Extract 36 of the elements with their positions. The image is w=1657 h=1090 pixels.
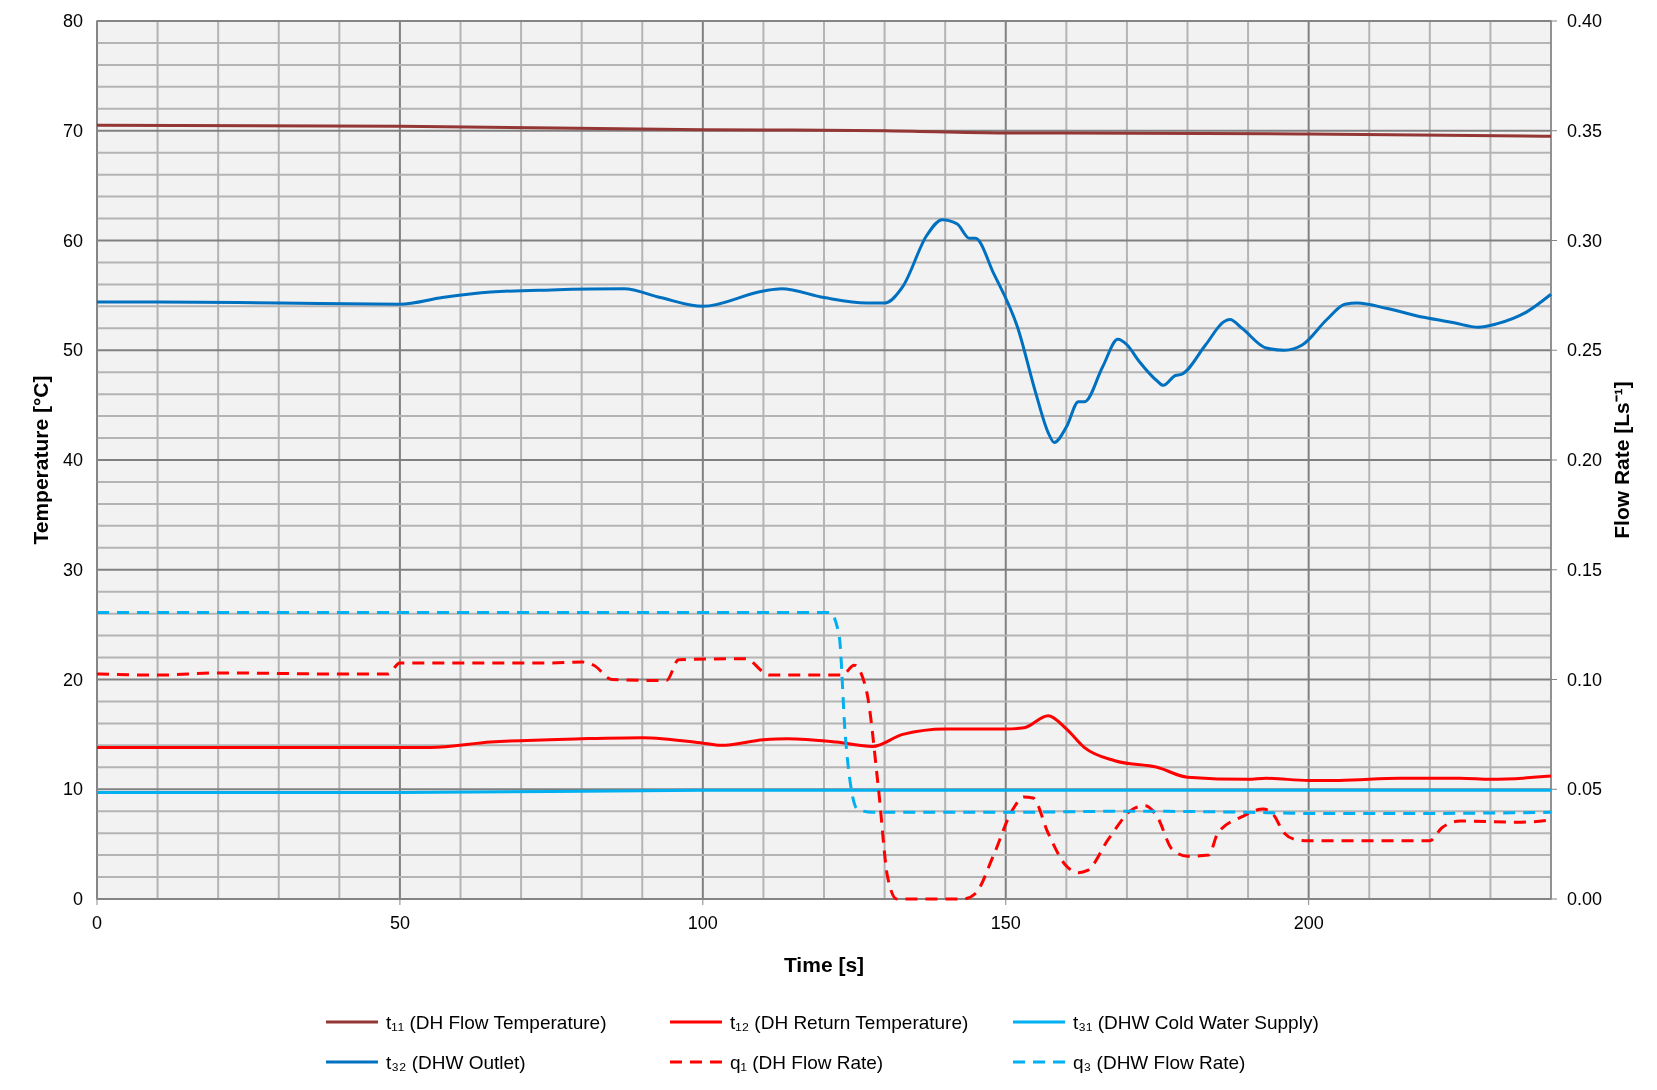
line-series [95, 714, 1553, 782]
y2-tick-label: 0.40 [1567, 11, 1603, 31]
legend-label: q₃ (DHW Flow Rate) [1073, 1052, 1246, 1073]
x-tick-label: 0 [91, 913, 103, 933]
y-tick-label: 70 [62, 120, 83, 141]
y-tick-label: 60 [62, 230, 83, 251]
legend-label: t₃₁ (DHW Cold Water Supply) [1073, 1012, 1319, 1033]
y-tick-label: 50 [62, 340, 83, 361]
y2-tick-label: 0.25 [1567, 340, 1603, 361]
legend-label: q₁ (DH Flow Rate) [730, 1052, 884, 1073]
y2-tick-label: 0.10 [1567, 669, 1603, 690]
line-series [95, 123, 1553, 138]
y-tick-label: 80 [62, 11, 83, 31]
y2-axis-title: Flow Rate [Ls⁻¹] [1610, 381, 1633, 539]
y2-tick-label: 0.30 [1567, 230, 1603, 251]
x-tick-label: 200 [1293, 913, 1324, 933]
y-tick-label: 20 [62, 669, 83, 690]
x-axis-title: Time [s] [783, 953, 865, 976]
y-tick-label: 30 [62, 559, 83, 580]
y2-tick-label: 0.35 [1567, 120, 1603, 141]
x-tick-label: 50 [389, 913, 410, 933]
x-tick-label: 100 [687, 913, 718, 933]
y-tick-label: 10 [62, 779, 83, 800]
y2-tick-label: 0.05 [1567, 779, 1603, 800]
x-tick-label: 150 [990, 913, 1021, 933]
y2-tick-label: 0.15 [1567, 559, 1603, 580]
line-series [95, 218, 1553, 444]
y-tick-label: 40 [62, 450, 83, 470]
y-axis-title: Temperature [°C] [29, 375, 52, 545]
legend-label: t₁₁ (DH Flow Temperature) [386, 1012, 607, 1033]
legend-label: t₃₂ (DHW Outlet) [386, 1052, 526, 1073]
line-series [95, 611, 1553, 815]
y2-tick-label: 0.00 [1567, 889, 1603, 909]
legend-label: t₁₂ (DH Return Temperature) [730, 1012, 969, 1033]
y2-tick-label: 0.20 [1567, 450, 1603, 470]
y-tick-label: 0 [72, 889, 83, 909]
